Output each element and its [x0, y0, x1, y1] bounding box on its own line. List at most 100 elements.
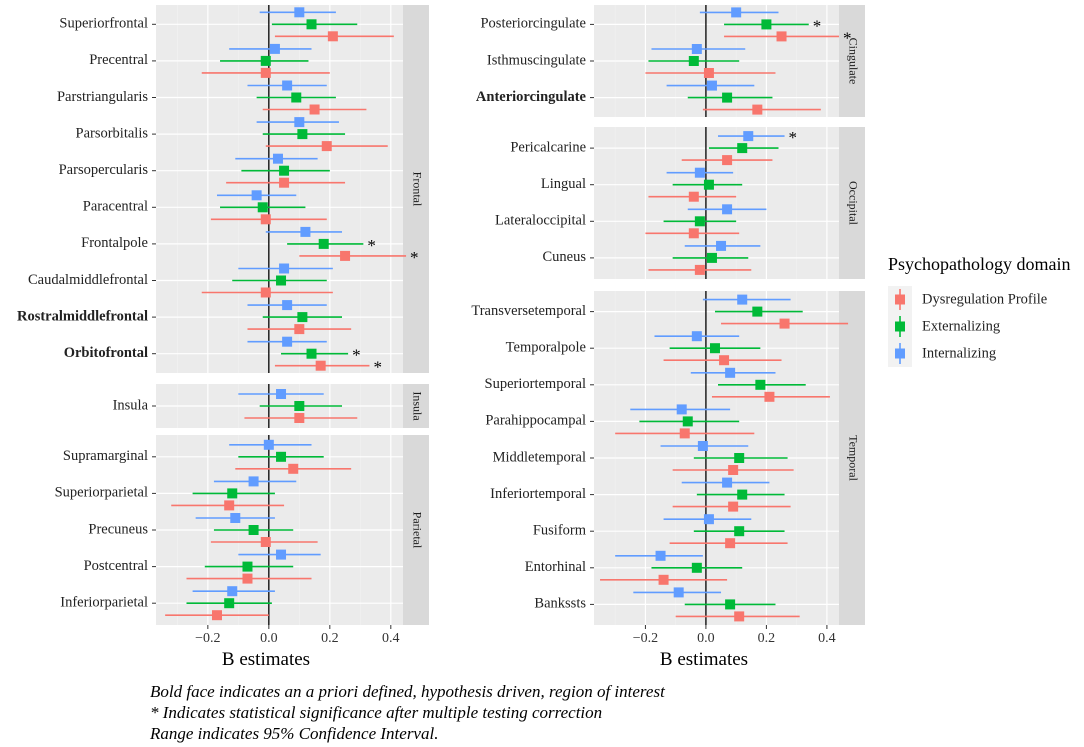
- region-label-bankssts: Bankssts: [534, 596, 586, 612]
- point-isthmuscingulate-internalizing: [691, 44, 702, 54]
- legend-label-externalizing: Externalizing: [922, 318, 1000, 334]
- significance-frontalpole-dysregulation-profile: *: [410, 248, 419, 267]
- point-frontalpole-internalizing: [300, 226, 311, 237]
- region-label-orbitofrontal: Orbitofrontal: [64, 345, 148, 361]
- point-bankssts-dysregulation-profile: [734, 611, 745, 622]
- legend-key-internalizing: [895, 348, 905, 359]
- point-superiorfrontal-dysregulation-profile: [327, 31, 338, 42]
- footnote-confidence-interval: Range indicates 95% Confidence Interval.: [150, 724, 439, 743]
- point-superiorfrontal-externalizing: [306, 19, 317, 30]
- point-lingual-internalizing: [694, 167, 705, 178]
- x-tick-label: 0.2: [758, 631, 776, 646]
- point-posteriorcingulate-dysregulation-profile: [776, 31, 787, 42]
- point-entorhinal-externalizing: [691, 562, 702, 573]
- strip-background-occipital: [839, 127, 865, 279]
- legend-label-internalizing: Internalizing: [922, 345, 996, 361]
- region-label-frontalpole: Frontalpole: [81, 235, 148, 251]
- significance-posteriorcingulate-externalizing: *: [813, 16, 822, 35]
- point-parsorbitalis-dysregulation-profile: [321, 141, 332, 152]
- significance-orbitofrontal-dysregulation-profile: *: [373, 358, 382, 377]
- x-tick-label: 0.0: [260, 631, 278, 646]
- point-entorhinal-internalizing: [655, 550, 666, 561]
- strip-label-insula: Insula: [410, 391, 424, 421]
- strip-label-parietal: Parietal: [410, 512, 424, 549]
- point-paracentral-externalizing: [257, 202, 268, 213]
- point-parahippocampal-internalizing: [676, 404, 687, 415]
- region-label-isthmuscingulate: Isthmuscingulate: [487, 52, 586, 68]
- legend-title: Psychopathology domain: [888, 254, 1071, 274]
- point-inferiortemporal-dysregulation-profile: [728, 501, 739, 512]
- point-parsopercularis-externalizing: [279, 165, 290, 176]
- forest-plot: Frontal Superiorfrontal Precentral Parstria…: [17, 5, 1071, 670]
- strip-label-occipital: Occipital: [846, 181, 860, 226]
- point-transversetemporal-dysregulation-profile: [779, 318, 790, 329]
- point-orbitofrontal-externalizing: [306, 348, 317, 359]
- region-label-rostralmiddlefrontal: Rostralmiddlefrontal: [17, 308, 148, 324]
- point-lateraloccipital-externalizing: [694, 216, 705, 227]
- region-label-precuneus: Precuneus: [88, 521, 148, 537]
- point-superiortemporal-internalizing: [725, 367, 736, 378]
- x-tick-label: 0.0: [697, 631, 715, 646]
- point-parstriangularis-externalizing: [291, 92, 302, 103]
- point-isthmuscingulate-externalizing: [688, 56, 699, 66]
- point-anteriorcingulate-internalizing: [706, 80, 717, 91]
- point-caudalmiddlefrontal-externalizing: [276, 275, 287, 286]
- region-label-superiorparietal: Superiorparietal: [55, 485, 148, 501]
- point-fusiform-internalizing: [703, 514, 714, 525]
- point-superiortemporal-dysregulation-profile: [764, 391, 775, 402]
- region-label-fusiform: Fusiform: [533, 523, 587, 539]
- region-label-pericalcarine: Pericalcarine: [510, 139, 586, 155]
- region-label-parsorbitalis: Parsorbitalis: [76, 125, 149, 141]
- region-label-supramarginal: Supramarginal: [63, 448, 148, 464]
- significance-frontalpole-externalizing: *: [367, 236, 376, 255]
- point-orbitofrontal-dysregulation-profile: [315, 360, 326, 371]
- point-temporalpole-dysregulation-profile: [719, 355, 730, 366]
- significance-pericalcarine-internalizing: *: [789, 128, 798, 147]
- point-fusiform-dysregulation-profile: [725, 538, 736, 549]
- point-paracentral-dysregulation-profile: [260, 214, 271, 225]
- region-label-entorhinal: Entorhinal: [525, 559, 586, 575]
- significance-orbitofrontal-externalizing: *: [352, 346, 361, 365]
- region-label-cuneus: Cuneus: [543, 249, 587, 265]
- region-label-inferiortemporal: Inferiortemporal: [490, 486, 586, 502]
- point-caudalmiddlefrontal-dysregulation-profile: [260, 287, 271, 298]
- point-parsorbitalis-externalizing: [297, 129, 308, 140]
- point-cuneus-externalizing: [706, 252, 717, 263]
- x-tick-label: −0.2: [633, 631, 658, 646]
- point-bankssts-internalizing: [673, 587, 684, 598]
- point-cuneus-internalizing: [716, 240, 727, 251]
- region-label-temporalpole: Temporalpole: [506, 340, 586, 356]
- x-tick-label: 0.2: [321, 631, 339, 646]
- point-precuneus-dysregulation-profile: [260, 537, 271, 547]
- strip-background-parietal: [403, 435, 429, 625]
- point-parstriangularis-internalizing: [282, 80, 293, 91]
- point-insula-internalizing: [276, 389, 287, 399]
- legend-key-dysregulation-profile: [895, 294, 905, 305]
- region-label-parsopercularis: Parsopercularis: [59, 162, 149, 178]
- point-posteriorcingulate-internalizing: [731, 7, 742, 18]
- x-tick-label: 0.4: [818, 631, 836, 646]
- point-isthmuscingulate-dysregulation-profile: [703, 68, 714, 78]
- point-rostralmiddlefrontal-externalizing: [297, 312, 308, 323]
- point-postcentral-internalizing: [276, 549, 287, 560]
- point-precentral-dysregulation-profile: [260, 67, 271, 78]
- x-tick-label: 0.4: [382, 631, 400, 646]
- point-inferiorparietal-externalizing: [224, 598, 235, 609]
- region-label-postcentral: Postcentral: [84, 558, 148, 574]
- region-label-superiortemporal: Superiortemporal: [485, 376, 586, 392]
- point-superiortemporal-externalizing: [755, 379, 766, 390]
- point-bankssts-externalizing: [725, 599, 736, 610]
- point-entorhinal-dysregulation-profile: [658, 574, 669, 585]
- point-parahippocampal-dysregulation-profile: [679, 428, 690, 439]
- point-precentral-externalizing: [260, 55, 271, 66]
- region-label-caudalmiddlefrontal: Caudalmiddlefrontal: [28, 272, 148, 288]
- significance-posteriorcingulate-dysregulation-profile: *: [843, 28, 852, 47]
- point-parsorbitalis-internalizing: [294, 117, 305, 128]
- point-posteriorcingulate-externalizing: [761, 19, 772, 30]
- point-orbitofrontal-internalizing: [282, 336, 293, 347]
- point-middletemporal-externalizing: [734, 453, 745, 463]
- strip-background-frontal: [403, 5, 429, 373]
- point-precentral-internalizing: [269, 43, 280, 54]
- point-postcentral-dysregulation-profile: [242, 573, 253, 584]
- region-label-insula: Insula: [113, 397, 149, 413]
